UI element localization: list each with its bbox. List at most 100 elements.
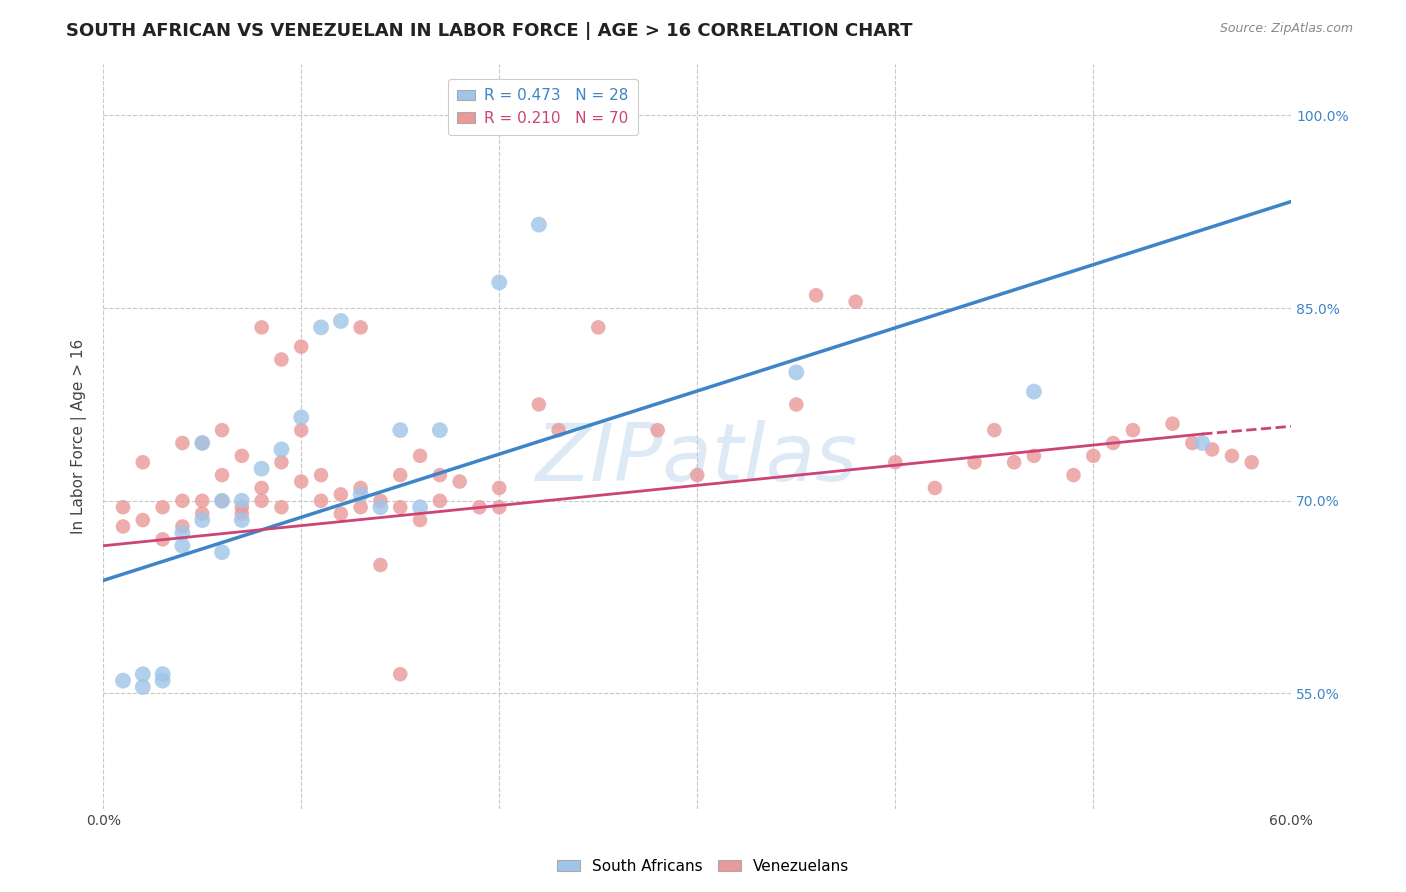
Point	[1201, 442, 1223, 457]
Point	[111, 500, 134, 515]
Point	[389, 468, 412, 483]
Point	[211, 423, 233, 437]
Point	[547, 423, 569, 437]
Point	[290, 340, 312, 354]
Point	[172, 519, 194, 533]
Point	[191, 507, 214, 521]
Point	[309, 493, 332, 508]
Point	[172, 436, 194, 450]
Point	[785, 397, 807, 411]
Point	[527, 218, 550, 232]
Point	[488, 276, 510, 290]
Point	[785, 365, 807, 379]
Point	[211, 493, 233, 508]
Point	[409, 449, 432, 463]
Point	[132, 513, 155, 527]
Point	[1240, 455, 1263, 469]
Point	[1102, 436, 1125, 450]
Point	[290, 475, 312, 489]
Point	[152, 533, 174, 547]
Point	[349, 320, 371, 334]
Point	[172, 493, 194, 508]
Point	[1181, 436, 1204, 450]
Point	[290, 423, 312, 437]
Point	[191, 493, 214, 508]
Text: ZIPatlas: ZIPatlas	[536, 420, 858, 498]
Point	[191, 513, 214, 527]
Point	[370, 493, 392, 508]
Point	[152, 673, 174, 688]
Point	[270, 500, 292, 515]
Point	[389, 500, 412, 515]
Point	[429, 423, 451, 437]
Point	[349, 500, 371, 515]
Point	[1083, 449, 1105, 463]
Point	[429, 468, 451, 483]
Point	[389, 423, 412, 437]
Point	[329, 487, 352, 501]
Point	[963, 455, 986, 469]
Point	[1022, 384, 1045, 399]
Point	[429, 493, 451, 508]
Text: Source: ZipAtlas.com: Source: ZipAtlas.com	[1219, 22, 1353, 36]
Point	[250, 493, 273, 508]
Text: SOUTH AFRICAN VS VENEZUELAN IN LABOR FORCE | AGE > 16 CORRELATION CHART: SOUTH AFRICAN VS VENEZUELAN IN LABOR FOR…	[66, 22, 912, 40]
Point	[270, 352, 292, 367]
Point	[488, 481, 510, 495]
Point	[152, 500, 174, 515]
Point	[231, 500, 253, 515]
Point	[270, 455, 292, 469]
Point	[409, 500, 432, 515]
Point	[111, 673, 134, 688]
Point	[231, 507, 253, 521]
Point	[983, 423, 1005, 437]
Point	[290, 410, 312, 425]
Point	[1191, 436, 1213, 450]
Point	[132, 680, 155, 694]
Point	[1122, 423, 1144, 437]
Point	[132, 667, 155, 681]
Point	[924, 481, 946, 495]
Y-axis label: In Labor Force | Age > 16: In Labor Force | Age > 16	[72, 339, 87, 534]
Point	[329, 507, 352, 521]
Point	[231, 513, 253, 527]
Point	[250, 320, 273, 334]
Point	[309, 468, 332, 483]
Point	[191, 436, 214, 450]
Point	[468, 500, 491, 515]
Point	[111, 519, 134, 533]
Legend: South Africans, Venezuelans: South Africans, Venezuelans	[551, 853, 855, 880]
Point	[1022, 449, 1045, 463]
Point	[231, 449, 253, 463]
Point	[211, 545, 233, 559]
Point	[409, 513, 432, 527]
Point	[250, 481, 273, 495]
Point	[191, 436, 214, 450]
Point	[172, 539, 194, 553]
Point	[647, 423, 669, 437]
Point	[329, 314, 352, 328]
Point	[270, 442, 292, 457]
Point	[370, 500, 392, 515]
Point	[1161, 417, 1184, 431]
Point	[527, 397, 550, 411]
Point	[804, 288, 827, 302]
Point	[250, 461, 273, 475]
Point	[349, 487, 371, 501]
Point	[231, 493, 253, 508]
Point	[389, 667, 412, 681]
Point	[845, 294, 868, 309]
Point	[309, 320, 332, 334]
Point	[1002, 455, 1025, 469]
Point	[686, 468, 709, 483]
Point	[1220, 449, 1243, 463]
Point	[370, 558, 392, 572]
Legend: R = 0.473   N = 28, R = 0.210   N = 70: R = 0.473 N = 28, R = 0.210 N = 70	[447, 79, 638, 135]
Point	[884, 455, 907, 469]
Point	[132, 455, 155, 469]
Point	[172, 525, 194, 540]
Point	[588, 320, 610, 334]
Point	[349, 481, 371, 495]
Point	[488, 500, 510, 515]
Point	[211, 493, 233, 508]
